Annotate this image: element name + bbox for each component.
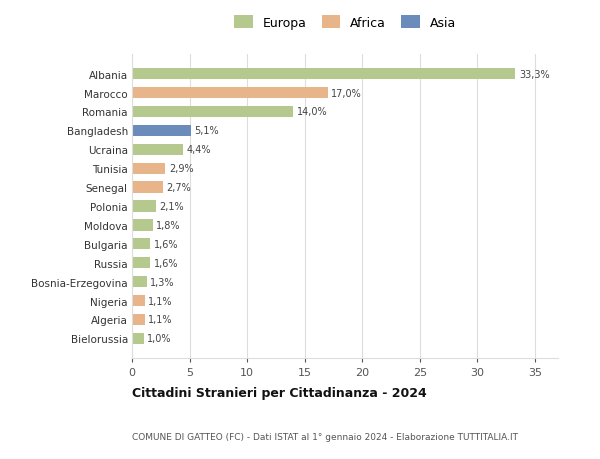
- Bar: [132, 106, 293, 118]
- Bar: [132, 201, 156, 212]
- Text: 33,3%: 33,3%: [519, 69, 550, 79]
- Text: COMUNE DI GATTEO (FC) - Dati ISTAT al 1° gennaio 2024 - Elaborazione TUTTITALIA.: COMUNE DI GATTEO (FC) - Dati ISTAT al 1°…: [132, 431, 518, 441]
- Bar: [132, 88, 328, 99]
- Bar: [132, 144, 182, 156]
- Text: 1,1%: 1,1%: [148, 315, 173, 325]
- Text: 17,0%: 17,0%: [331, 89, 362, 98]
- Text: Cittadini Stranieri per Cittadinanza - 2024: Cittadini Stranieri per Cittadinanza - 2…: [132, 386, 427, 399]
- Text: 2,7%: 2,7%: [167, 183, 191, 193]
- Text: 1,0%: 1,0%: [147, 334, 172, 344]
- Text: 1,1%: 1,1%: [148, 296, 173, 306]
- Bar: [132, 163, 166, 174]
- Bar: [132, 295, 145, 307]
- Text: 14,0%: 14,0%: [296, 107, 327, 117]
- Bar: [132, 182, 163, 193]
- Bar: [132, 125, 191, 137]
- Bar: [132, 314, 145, 325]
- Text: 1,8%: 1,8%: [156, 220, 181, 230]
- Legend: Europa, Africa, Asia: Europa, Africa, Asia: [234, 16, 456, 29]
- Bar: [132, 257, 151, 269]
- Text: 1,6%: 1,6%: [154, 258, 178, 268]
- Text: 1,6%: 1,6%: [154, 239, 178, 249]
- Bar: [132, 239, 151, 250]
- Text: 2,9%: 2,9%: [169, 164, 193, 174]
- Text: 2,1%: 2,1%: [160, 202, 184, 212]
- Bar: [132, 333, 143, 344]
- Text: 1,3%: 1,3%: [151, 277, 175, 287]
- Bar: [132, 220, 153, 231]
- Text: 4,4%: 4,4%: [186, 145, 211, 155]
- Bar: [132, 276, 147, 288]
- Text: 5,1%: 5,1%: [194, 126, 219, 136]
- Bar: [132, 69, 515, 80]
